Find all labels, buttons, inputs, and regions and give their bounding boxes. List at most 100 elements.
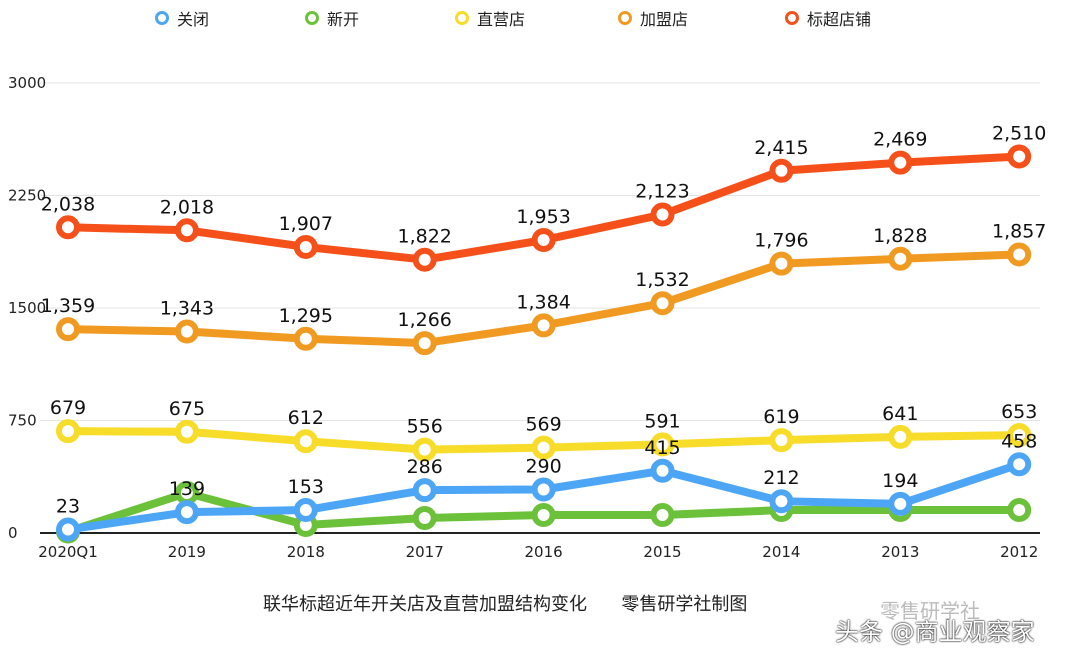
data-point bbox=[412, 247, 437, 272]
data-point bbox=[888, 424, 913, 449]
data-label: 1,828 bbox=[873, 225, 927, 247]
y-tick-label: 3000 bbox=[8, 74, 46, 92]
data-label: 641 bbox=[882, 403, 918, 425]
data-point bbox=[56, 317, 80, 342]
data-label: 212 bbox=[763, 467, 799, 489]
data-label: 1,359 bbox=[41, 295, 95, 317]
legend-marker-icon bbox=[155, 11, 169, 25]
data-point bbox=[531, 477, 556, 502]
data-label: 23 bbox=[56, 496, 80, 518]
data-label: 1,857 bbox=[992, 220, 1046, 242]
y-tick-label: 0 bbox=[8, 524, 18, 542]
data-label: 1,343 bbox=[160, 298, 214, 320]
data-point bbox=[1007, 452, 1032, 477]
data-label: 194 bbox=[882, 470, 918, 492]
data-point bbox=[56, 215, 80, 240]
legend-item: 关闭 bbox=[155, 6, 209, 30]
data-point bbox=[650, 432, 675, 457]
data-label: 556 bbox=[407, 416, 443, 438]
data-point bbox=[293, 429, 318, 454]
data-label: 1,295 bbox=[279, 305, 333, 327]
legend-item: 直营店 bbox=[455, 6, 525, 30]
data-point bbox=[412, 331, 437, 356]
legend-marker-icon bbox=[618, 11, 632, 25]
legend-label: 标超店铺 bbox=[807, 10, 872, 29]
data-label: 1,953 bbox=[516, 206, 570, 228]
data-point bbox=[174, 218, 199, 243]
chart-caption: 联华标超近年开关店及直营加盟结构变化 零售研学社制图 bbox=[263, 594, 748, 615]
legend-marker-icon bbox=[305, 11, 319, 25]
data-point bbox=[888, 246, 913, 271]
data-point bbox=[1007, 423, 1032, 448]
data-point bbox=[174, 319, 199, 344]
data-point bbox=[174, 419, 199, 444]
data-label: 1,822 bbox=[397, 226, 451, 248]
y-tick-label: 2250 bbox=[8, 187, 46, 205]
legend-marker-icon bbox=[455, 11, 469, 25]
data-label: 2,510 bbox=[992, 123, 1046, 145]
data-label: 591 bbox=[644, 410, 680, 432]
data-point bbox=[531, 228, 556, 253]
y-tick-label: 1500 bbox=[8, 299, 46, 317]
legend-item: 加盟店 bbox=[618, 6, 688, 30]
data-point bbox=[769, 251, 794, 276]
watermark: 零售研学社 bbox=[880, 599, 980, 623]
x-tick-label: 2020Q1 bbox=[38, 543, 98, 561]
legend-label: 直营店 bbox=[477, 10, 526, 29]
line-chart: 0 750 1500 2250 3000 2020Q1 2019 2018 2017 2016 20… bbox=[8, 74, 1046, 561]
data-point bbox=[1007, 498, 1032, 523]
x-tick-label: 2012 bbox=[1000, 543, 1038, 561]
data-label: 415 bbox=[644, 437, 680, 459]
legend: 关闭 新开 直营店 加盟店 标超店铺 bbox=[0, 6, 1080, 30]
data-point bbox=[293, 234, 318, 259]
x-tick-label: 2018 bbox=[287, 543, 325, 561]
data-point bbox=[412, 478, 437, 503]
data-label: 675 bbox=[169, 398, 205, 420]
data-label: 2,123 bbox=[635, 181, 689, 203]
data-label: 2,018 bbox=[160, 196, 214, 218]
x-tick-label: 2019 bbox=[168, 543, 206, 561]
data-label: 1,266 bbox=[397, 309, 451, 331]
x-tick-label: 2013 bbox=[881, 543, 919, 561]
data-label: 153 bbox=[288, 476, 324, 498]
data-label: 679 bbox=[50, 397, 86, 419]
data-point bbox=[650, 458, 675, 483]
data-point bbox=[888, 150, 913, 175]
data-label: 2,469 bbox=[873, 129, 927, 151]
data-label: 612 bbox=[288, 407, 324, 429]
legend-item: 新开 bbox=[305, 6, 359, 30]
data-label: 619 bbox=[763, 406, 799, 428]
data-label: 653 bbox=[1001, 401, 1037, 423]
data-label: 286 bbox=[407, 456, 443, 478]
x-tick-label: 2014 bbox=[762, 543, 800, 561]
y-tick-label: 750 bbox=[8, 412, 37, 430]
x-tick-label: 2016 bbox=[525, 543, 563, 561]
data-point bbox=[769, 489, 794, 514]
data-point bbox=[531, 435, 556, 460]
watermark: 头条 @商业观察家 bbox=[835, 618, 1035, 646]
data-point bbox=[56, 517, 80, 542]
data-point bbox=[650, 202, 675, 227]
data-label: 1,532 bbox=[635, 269, 689, 291]
data-label: 1,796 bbox=[754, 230, 808, 252]
data-point bbox=[769, 158, 794, 183]
legend-label: 关闭 bbox=[177, 10, 210, 29]
data-label: 1,907 bbox=[279, 213, 333, 235]
x-tick-label: 2017 bbox=[406, 543, 444, 561]
data-point bbox=[412, 506, 437, 530]
x-tick-label: 2015 bbox=[643, 543, 681, 561]
data-point bbox=[650, 503, 675, 527]
data-point bbox=[293, 498, 318, 523]
data-point bbox=[650, 291, 675, 316]
data-label: 2,415 bbox=[754, 137, 808, 159]
data-label: 2,038 bbox=[41, 193, 95, 215]
data-label: 458 bbox=[1001, 430, 1037, 452]
legend-label: 新开 bbox=[327, 10, 360, 29]
data-label: 1,384 bbox=[516, 291, 570, 313]
data-label: 139 bbox=[169, 478, 205, 500]
legend-item: 标超店铺 bbox=[785, 6, 871, 30]
legend-marker-icon bbox=[785, 11, 799, 25]
data-point bbox=[769, 428, 794, 453]
data-point bbox=[531, 313, 556, 338]
data-label: 569 bbox=[525, 414, 561, 436]
